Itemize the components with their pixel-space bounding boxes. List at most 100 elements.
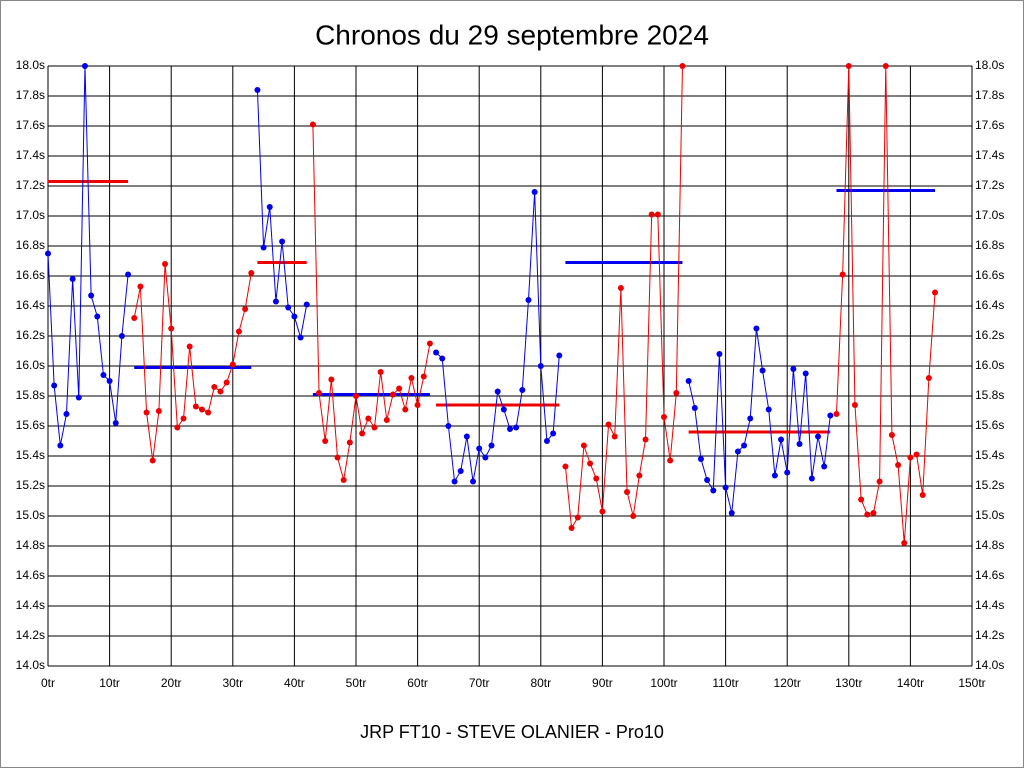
data-point	[778, 436, 785, 443]
data-point	[217, 388, 224, 395]
data-point	[426, 340, 433, 347]
data-point	[180, 415, 187, 422]
data-point	[168, 325, 175, 332]
data-point	[346, 439, 353, 446]
data-point	[513, 424, 520, 431]
y2-tick-label: 17.6s	[975, 118, 1004, 132]
data-point	[642, 436, 649, 443]
data-point	[328, 376, 335, 383]
data-point	[383, 417, 390, 423]
y-tick-label: 16.0s	[16, 358, 45, 372]
x-tick-label: 80tr	[530, 676, 551, 690]
data-point	[605, 421, 612, 428]
data-point	[876, 478, 883, 485]
y2-tick-label: 15.6s	[975, 418, 1004, 432]
y2-tick-label: 17.4s	[975, 148, 1004, 162]
y2-tick-label: 16.0s	[975, 358, 1004, 372]
series-line	[312, 124, 431, 481]
x-tick-label: 120tr	[774, 676, 801, 690]
data-point	[765, 406, 772, 413]
data-point	[599, 508, 606, 515]
data-point	[636, 472, 643, 479]
data-point	[309, 121, 316, 128]
data-point	[815, 433, 821, 440]
data-point	[100, 372, 107, 378]
data-point	[402, 406, 409, 413]
data-point	[919, 492, 926, 498]
x-tick-label: 150tr	[958, 676, 985, 690]
y-tick-label: 16.4s	[16, 298, 45, 312]
x-tick-label: 20tr	[161, 676, 182, 690]
data-point	[81, 63, 88, 69]
data-point	[463, 433, 470, 440]
data-point	[858, 496, 865, 503]
data-point	[408, 375, 415, 381]
data-point	[131, 315, 138, 321]
data-point	[710, 487, 717, 494]
y-tick-label: 14.2s	[16, 628, 45, 642]
data-point	[648, 211, 655, 218]
data-point	[199, 406, 205, 413]
data-point	[932, 289, 939, 296]
data-point	[574, 514, 581, 521]
data-point	[624, 489, 631, 495]
y2-tick-label: 14.8s	[975, 538, 1004, 552]
data-point	[63, 411, 70, 417]
data-point	[229, 361, 236, 368]
data-point	[88, 292, 95, 299]
data-point	[94, 313, 101, 320]
data-point	[389, 391, 396, 398]
y-tick-label: 17.6s	[16, 118, 45, 132]
data-point	[192, 403, 199, 410]
data-point	[186, 343, 193, 350]
data-point	[661, 414, 667, 420]
data-point	[254, 87, 261, 93]
data-point	[235, 328, 242, 335]
y2-tick-label: 15.4s	[975, 448, 1004, 462]
data-point	[322, 438, 329, 444]
data-point	[69, 276, 76, 282]
data-point	[851, 402, 858, 408]
data-point	[617, 285, 624, 291]
data-point	[870, 510, 877, 516]
y-tick-label: 17.4s	[16, 148, 45, 162]
data-point	[925, 375, 932, 381]
data-point	[279, 238, 286, 245]
data-point	[112, 420, 119, 426]
y-tick-label: 15.2s	[16, 478, 45, 492]
data-point	[802, 370, 809, 377]
y2-tick-label: 14.4s	[975, 598, 1004, 612]
data-point	[242, 306, 249, 312]
data-point	[543, 438, 550, 444]
y-tick-label: 15.0s	[16, 508, 45, 522]
data-point	[414, 402, 421, 408]
series-line	[47, 65, 129, 446]
data-point	[143, 409, 150, 416]
data-point	[673, 390, 680, 396]
data-point	[654, 211, 661, 218]
y-tick-label: 14.8s	[16, 538, 45, 552]
data-point	[519, 387, 526, 393]
data-point	[895, 462, 902, 468]
y-tick-label: 17.2s	[16, 178, 45, 192]
data-point	[679, 63, 686, 69]
x-tick-label: 50tr	[346, 676, 367, 690]
x-tick-label: 90tr	[592, 676, 613, 690]
data-point	[907, 454, 914, 461]
data-point	[118, 333, 125, 339]
data-point	[45, 250, 51, 257]
data-point	[611, 433, 618, 440]
data-point	[747, 415, 754, 422]
y-tick-label: 14.6s	[16, 568, 45, 582]
y2-tick-label: 17.2s	[975, 178, 1004, 192]
data-point	[340, 477, 347, 483]
data-point	[353, 393, 359, 399]
series-line	[564, 65, 683, 530]
data-point	[667, 457, 674, 464]
data-point	[137, 283, 144, 290]
data-point	[796, 441, 803, 447]
y2-tick-label: 14.0s	[975, 658, 1004, 672]
data-point	[433, 349, 440, 356]
data-point	[630, 513, 637, 519]
